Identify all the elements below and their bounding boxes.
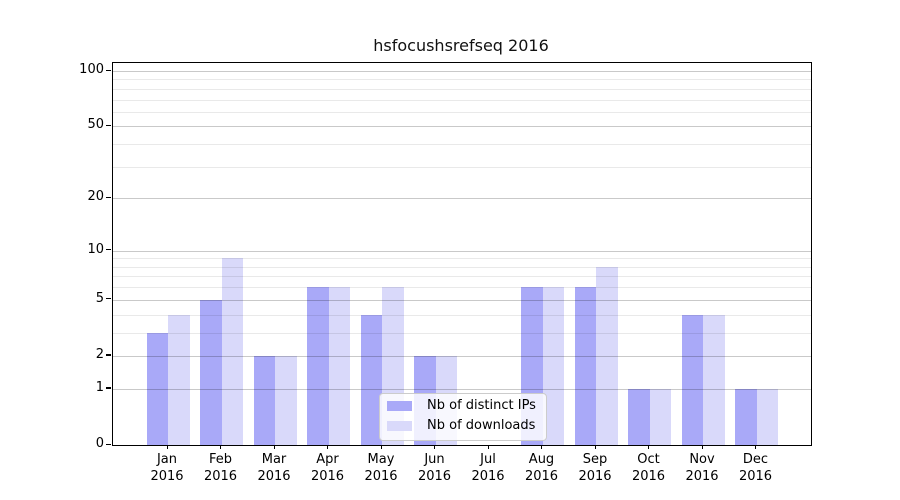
x-tick-mark bbox=[541, 445, 543, 449]
gridline-minor bbox=[113, 266, 811, 268]
bar-mar-downloads bbox=[275, 355, 297, 445]
legend-swatch-downloads-icon bbox=[387, 421, 412, 431]
gridline-major bbox=[113, 198, 811, 200]
y-tick-label: 0 bbox=[95, 436, 104, 451]
bar-dec-distinct-ips bbox=[735, 388, 757, 445]
y-tick-label: 2 bbox=[95, 346, 104, 362]
x-tick-label-mar: Mar 2016 bbox=[257, 452, 291, 484]
bar-feb-distinct-ips bbox=[200, 299, 222, 445]
y-tick-label: 10 bbox=[87, 241, 104, 257]
x-tick-label-jun: Jun 2016 bbox=[417, 452, 452, 484]
gridline-major bbox=[113, 388, 811, 390]
x-tick-label-aug: Aug 2016 bbox=[524, 452, 559, 484]
gridline-major bbox=[113, 250, 811, 252]
gridline-minor bbox=[113, 166, 811, 168]
gridline-minor bbox=[113, 314, 811, 316]
gridline-minor bbox=[113, 99, 811, 101]
bar-apr-downloads bbox=[328, 287, 350, 445]
x-tick-mark bbox=[701, 445, 703, 449]
y-tick-mark bbox=[106, 443, 111, 445]
gridline-major bbox=[113, 126, 811, 128]
bar-apr-distinct-ips bbox=[307, 287, 329, 445]
legend-label-distinct-ips: Nb of distinct IPs bbox=[427, 398, 536, 413]
bar-aug-downloads bbox=[542, 287, 564, 445]
bar-may-distinct-ips bbox=[360, 314, 382, 445]
x-tick-mark bbox=[166, 445, 168, 449]
x-tick-label-apr: Apr 2016 bbox=[310, 452, 345, 484]
bar-feb-downloads bbox=[221, 258, 243, 445]
y-tick-label: 50 bbox=[87, 117, 104, 133]
y-tick-mark bbox=[106, 249, 111, 251]
gridline-major bbox=[113, 355, 811, 357]
gridline-minor bbox=[113, 332, 811, 334]
y-tick-label: 5 bbox=[95, 290, 104, 306]
bar-jan-distinct-ips bbox=[146, 332, 168, 445]
y-tick-label: 1 bbox=[95, 379, 104, 395]
x-tick-mark bbox=[487, 445, 489, 449]
gridline-major bbox=[113, 71, 811, 72]
x-tick-label-oct: Oct 2016 bbox=[631, 452, 666, 484]
gridline-minor bbox=[113, 276, 811, 278]
x-tick-mark bbox=[273, 445, 275, 449]
gridline-minor bbox=[113, 88, 811, 90]
bar-jan-downloads bbox=[168, 314, 190, 445]
legend: Nb of distinct IPs Nb of downloads bbox=[379, 393, 547, 441]
bar-sep-downloads bbox=[596, 266, 618, 445]
bar-oct-downloads bbox=[649, 388, 671, 445]
x-tick-label-nov: Nov 2016 bbox=[685, 452, 719, 484]
gridline-minor bbox=[113, 79, 811, 81]
y-tick-mark bbox=[106, 354, 111, 356]
legend-item-downloads: Nb of downloads bbox=[380, 416, 546, 436]
gridline-minor bbox=[113, 111, 811, 113]
x-tick-mark bbox=[220, 445, 222, 449]
x-tick-mark bbox=[380, 445, 382, 449]
bar-nov-downloads bbox=[703, 314, 725, 445]
x-tick-label-sep: Sep 2016 bbox=[578, 452, 612, 484]
plot-area: Nb of distinct IPs Nb of downloads bbox=[112, 62, 812, 446]
bar-sep-distinct-ips bbox=[574, 287, 596, 445]
x-tick-mark bbox=[327, 445, 329, 449]
x-tick-label-jul: Jul 2016 bbox=[471, 452, 505, 484]
x-tick-label-dec: Dec 2016 bbox=[738, 452, 773, 484]
bar-dec-downloads bbox=[756, 388, 778, 445]
bar-mar-distinct-ips bbox=[253, 355, 275, 445]
x-tick-mark bbox=[648, 445, 650, 449]
y-tick-label: 100 bbox=[79, 62, 104, 77]
x-tick-label-jan: Jan 2016 bbox=[150, 452, 184, 484]
y-tick-label: 20 bbox=[87, 189, 104, 205]
x-tick-mark bbox=[594, 445, 596, 449]
legend-item-distinct-ips: Nb of distinct IPs bbox=[380, 396, 546, 416]
gridline-minor bbox=[113, 287, 811, 289]
x-tick-label-feb: Feb 2016 bbox=[203, 452, 238, 484]
gridline-minor bbox=[113, 144, 811, 146]
x-tick-label-may: May 2016 bbox=[364, 452, 398, 484]
chart-title: hsfocushsrefseq 2016 bbox=[373, 36, 549, 55]
legend-label-downloads: Nb of downloads bbox=[427, 418, 536, 433]
y-tick-mark bbox=[106, 69, 111, 71]
legend-swatch-distinct-ips-icon bbox=[387, 401, 412, 411]
gridline-major bbox=[113, 299, 811, 301]
y-tick-mark bbox=[106, 124, 111, 127]
y-tick-mark bbox=[106, 196, 111, 198]
y-tick-mark bbox=[106, 298, 111, 300]
bar-nov-distinct-ips bbox=[681, 314, 703, 445]
bar-oct-distinct-ips bbox=[628, 388, 650, 445]
x-tick-mark bbox=[434, 445, 436, 449]
y-tick-mark bbox=[106, 387, 111, 389]
gridline-minor bbox=[113, 258, 811, 260]
x-tick-mark bbox=[755, 445, 757, 449]
